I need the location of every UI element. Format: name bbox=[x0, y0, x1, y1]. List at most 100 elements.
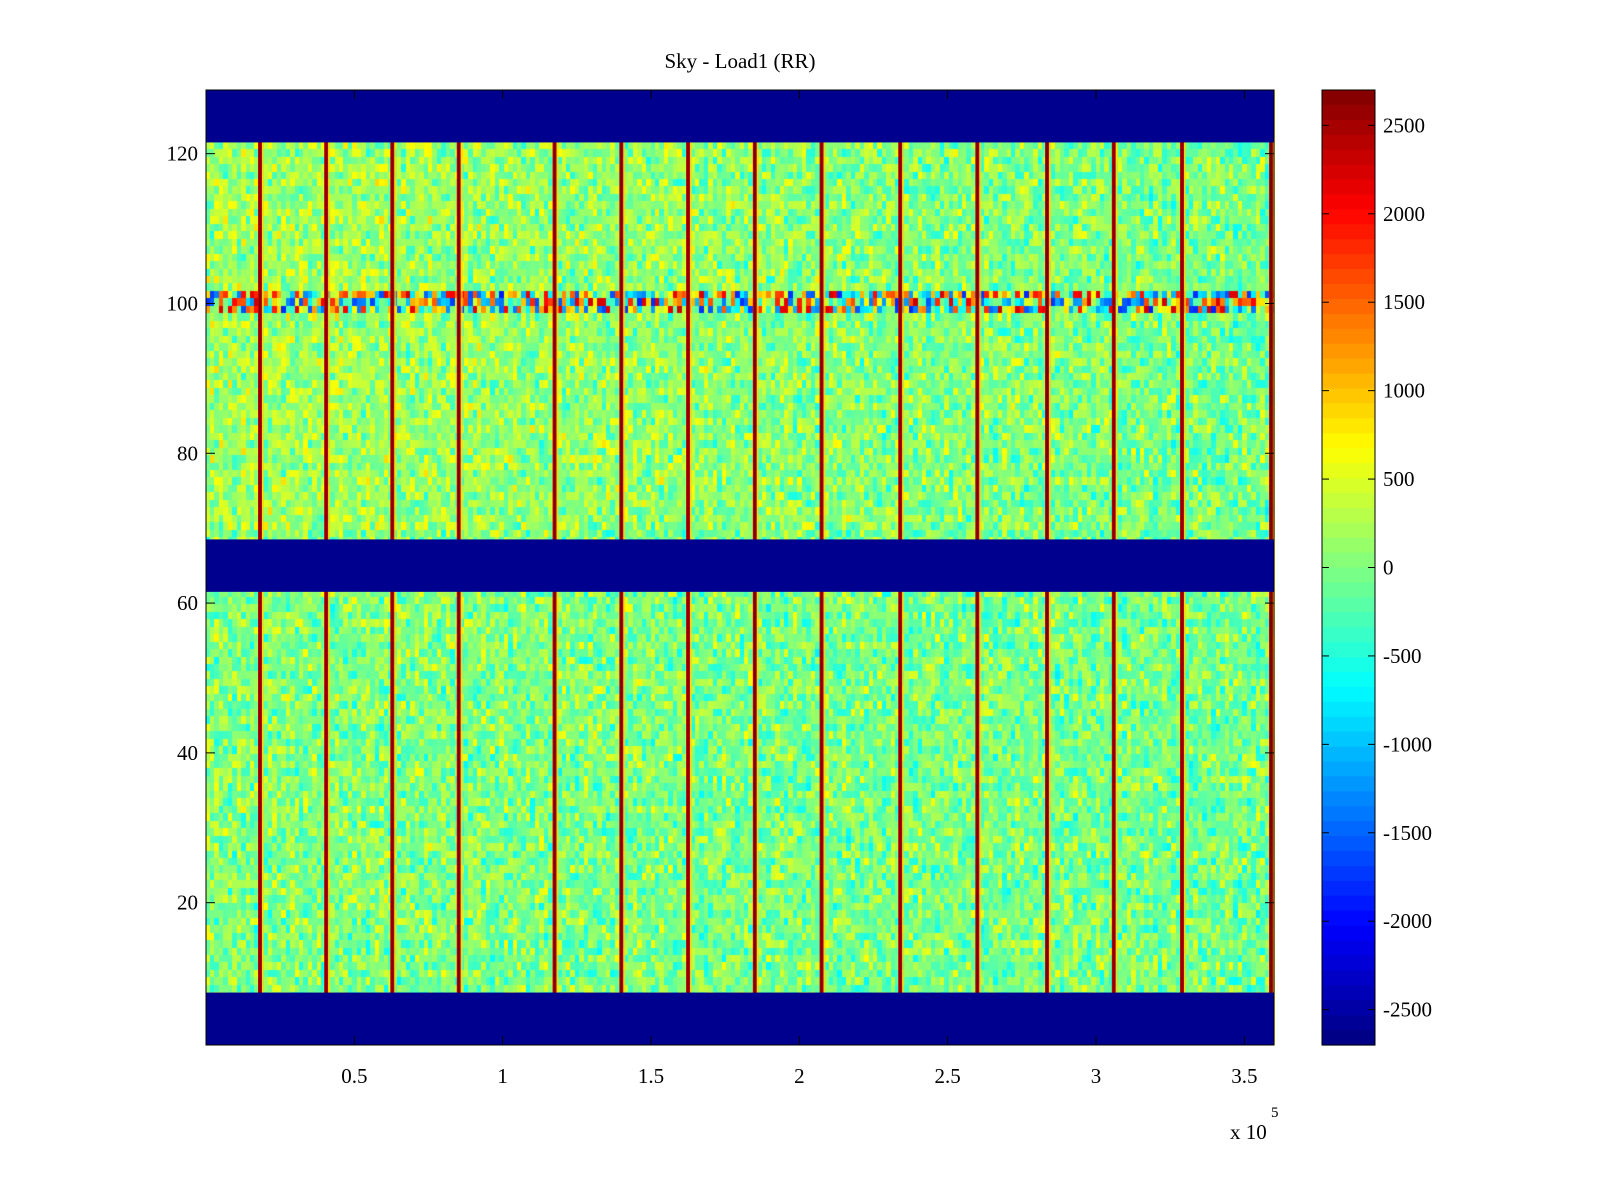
colorbar-swatch bbox=[1322, 1015, 1375, 1031]
x-tick-label: 0.5 bbox=[341, 1064, 367, 1088]
colorbar-tick-label: -2500 bbox=[1383, 998, 1432, 1022]
colorbar-swatch bbox=[1322, 776, 1375, 792]
x-axis-ticks: 0.5 1 1.5 2 2.5 3 3.5 bbox=[341, 90, 1257, 1088]
colorbar-swatch bbox=[1322, 194, 1375, 210]
colorbar-swatch bbox=[1322, 313, 1375, 330]
colorbar: 2500 2000 1500 1000 500 0 -500 -1000 -1500 -2000 -… bbox=[1321, 89, 1432, 1046]
colorbar-swatch bbox=[1322, 955, 1375, 971]
colorbar-tick-label: 2000 bbox=[1383, 202, 1425, 226]
colorbar-swatch bbox=[1322, 448, 1375, 464]
colorbar-swatch bbox=[1322, 269, 1375, 285]
colorbar-swatch bbox=[1322, 657, 1375, 673]
y-axis-ticks: 20 40 60 80 100 120 bbox=[167, 142, 1274, 915]
colorbar-swatch bbox=[1322, 209, 1375, 225]
colorbar-swatch bbox=[1322, 239, 1375, 255]
x-tick-label: 1.5 bbox=[638, 1064, 664, 1088]
colorbar-swatch bbox=[1322, 507, 1375, 524]
colorbar-swatch bbox=[1322, 552, 1375, 569]
colorbar-swatch bbox=[1322, 970, 1375, 986]
y-tick-label: 20 bbox=[177, 891, 198, 915]
colorbar-swatch bbox=[1322, 716, 1375, 733]
colorbar-gradient bbox=[1322, 90, 1375, 1046]
colorbar-swatch bbox=[1322, 671, 1375, 688]
colorbar-swatch bbox=[1322, 298, 1375, 315]
x-exponent-power: 5 bbox=[1271, 1105, 1279, 1121]
colorbar-swatch bbox=[1322, 582, 1375, 598]
colorbar-swatch bbox=[1322, 343, 1375, 360]
colorbar-swatch bbox=[1322, 90, 1375, 106]
x-exponent-label: x 10 bbox=[1230, 1120, 1267, 1144]
colorbar-tick-label: 2500 bbox=[1383, 113, 1425, 137]
colorbar-swatch bbox=[1322, 701, 1375, 718]
colorbar-swatch bbox=[1322, 104, 1375, 121]
colorbar-swatch bbox=[1322, 612, 1375, 628]
colorbar-swatch bbox=[1322, 925, 1375, 942]
colorbar-swatch bbox=[1322, 164, 1375, 181]
x-exponent-base: x 10 bbox=[1230, 1120, 1267, 1144]
colorbar-swatch bbox=[1322, 477, 1375, 494]
colorbar-swatch bbox=[1322, 985, 1375, 1001]
colorbar-swatch bbox=[1322, 149, 1375, 166]
colorbar-swatch bbox=[1322, 254, 1375, 270]
colorbar-swatch bbox=[1322, 686, 1375, 703]
masked-band bbox=[206, 90, 1274, 143]
colorbar-swatch bbox=[1322, 940, 1375, 957]
heatmap-plot: 0.5 1 1.5 2 2.5 3 3.5 20 40 60 80 100 120 x 10 5 bbox=[167, 89, 1279, 1144]
colorbar-tick-label: 1000 bbox=[1383, 379, 1425, 403]
colorbar-tick-label: 500 bbox=[1383, 467, 1415, 491]
x-tick-label: 1 bbox=[497, 1064, 508, 1088]
chart-title: Sky - Load1 (RR) bbox=[664, 49, 815, 73]
colorbar-swatch bbox=[1322, 418, 1375, 434]
colorbar-tick-label: -500 bbox=[1383, 644, 1422, 668]
colorbar-swatch bbox=[1322, 522, 1375, 539]
plot-frame bbox=[205, 89, 1275, 1046]
masked-band bbox=[206, 539, 1274, 592]
colorbar-swatch bbox=[1322, 731, 1375, 748]
colorbar-swatch bbox=[1322, 463, 1375, 479]
colorbar-swatch bbox=[1322, 537, 1375, 554]
colorbar-swatch bbox=[1322, 492, 1375, 509]
heatmap-cells bbox=[206, 90, 1276, 1045]
x-tick-label: 3.5 bbox=[1231, 1064, 1257, 1088]
x-tick-label: 2.5 bbox=[935, 1064, 961, 1088]
y-tick-label: 120 bbox=[167, 142, 199, 166]
colorbar-swatch bbox=[1322, 388, 1375, 404]
colorbar-swatch bbox=[1322, 895, 1375, 912]
y-tick-label: 60 bbox=[177, 591, 198, 615]
colorbar-swatch bbox=[1322, 1030, 1375, 1046]
colorbar-tick-label: -2000 bbox=[1383, 909, 1432, 933]
colorbar-swatch bbox=[1322, 403, 1375, 419]
colorbar-tick-label: 0 bbox=[1383, 556, 1394, 580]
colorbar-swatch bbox=[1322, 865, 1375, 882]
colorbar-swatch bbox=[1322, 836, 1375, 852]
colorbar-swatch bbox=[1322, 283, 1375, 300]
colorbar-swatch bbox=[1322, 791, 1375, 807]
colorbar-swatch bbox=[1322, 821, 1375, 837]
colorbar-swatch bbox=[1322, 119, 1375, 136]
colorbar-ticks: 2500 2000 1500 1000 500 0 -500 -1000 -1500 -2000 -… bbox=[1322, 113, 1432, 1022]
colorbar-swatch bbox=[1322, 567, 1375, 584]
colorbar-tick-label: -1500 bbox=[1383, 821, 1432, 845]
colorbar-swatch bbox=[1322, 746, 1375, 763]
y-tick-label: 40 bbox=[177, 741, 198, 765]
masked-band bbox=[206, 992, 1274, 1045]
colorbar-swatch bbox=[1322, 1000, 1375, 1016]
colorbar-swatch bbox=[1322, 358, 1375, 375]
colorbar-tick-label: 1500 bbox=[1383, 290, 1425, 314]
x-tick-label: 2 bbox=[794, 1064, 805, 1088]
colorbar-swatch bbox=[1322, 642, 1375, 658]
y-tick-label: 80 bbox=[177, 441, 198, 465]
colorbar-swatch bbox=[1322, 851, 1375, 867]
colorbar-swatch bbox=[1322, 761, 1375, 778]
colorbar-swatch bbox=[1322, 597, 1375, 613]
colorbar-tick-label: -1000 bbox=[1383, 732, 1432, 756]
colorbar-swatch bbox=[1322, 433, 1375, 449]
y-tick-label: 100 bbox=[167, 291, 199, 315]
colorbar-swatch bbox=[1322, 880, 1375, 897]
colorbar-swatch bbox=[1322, 806, 1375, 822]
x-tick-label: 3 bbox=[1091, 1064, 1102, 1088]
colorbar-swatch bbox=[1322, 224, 1375, 240]
colorbar-swatch bbox=[1322, 910, 1375, 927]
colorbar-swatch bbox=[1322, 627, 1375, 643]
